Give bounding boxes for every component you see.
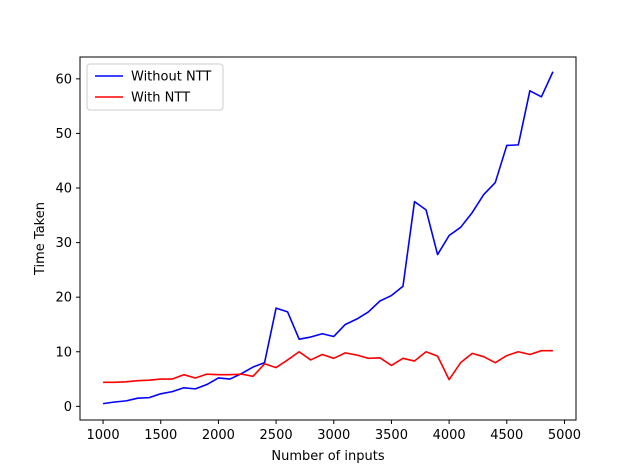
series-line-without-ntt <box>102 71 554 405</box>
ticks-layer: 1000 1500 2000 2500 3000 3500 4000 4500 5000 0 10 2… <box>55 72 581 443</box>
legend-label: Without NTT <box>131 70 211 85</box>
y-tick-label: 60 <box>55 72 72 87</box>
y-axis-label: Time Taken <box>33 202 48 276</box>
legend: Without NTT With NTT <box>86 63 224 111</box>
x-tick-label: 4000 <box>433 428 466 443</box>
x-tick-label: 3500 <box>375 428 408 443</box>
legend-label: With NTT <box>131 91 190 106</box>
y-tick-label: 50 <box>55 127 72 142</box>
x-tick-label: 2500 <box>260 428 293 443</box>
y-tick-label: 10 <box>55 345 72 360</box>
x-tick-label: 3000 <box>317 428 350 443</box>
series-layer <box>102 71 554 405</box>
y-tick-label: 20 <box>55 291 72 306</box>
y-tick-label: 40 <box>55 182 72 197</box>
x-tick-label: 5000 <box>548 428 581 443</box>
x-tick-label: 2000 <box>202 428 235 443</box>
series-line-with-ntt <box>103 349 553 384</box>
x-axis-label: Number of inputs <box>271 449 384 464</box>
x-tick-label: 1000 <box>87 428 120 443</box>
x-tick-label: 4500 <box>490 428 523 443</box>
plot-frame <box>79 56 577 421</box>
y-tick-label: 30 <box>55 236 72 251</box>
y-tick-label: 0 <box>64 400 72 415</box>
x-tick-label: 1500 <box>144 428 177 443</box>
